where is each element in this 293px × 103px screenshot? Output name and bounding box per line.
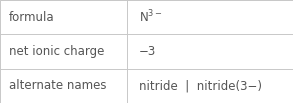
Bar xyxy=(0,69,293,103)
Text: −3: −3 xyxy=(139,45,156,58)
Text: alternate names: alternate names xyxy=(9,79,106,92)
Text: net ionic charge: net ionic charge xyxy=(9,45,104,58)
Bar xyxy=(0,34,293,69)
Text: $\mathregular{N}^{3-}$: $\mathregular{N}^{3-}$ xyxy=(139,9,163,25)
Text: formula: formula xyxy=(9,11,54,24)
Text: nitride  |  nitride(3−): nitride | nitride(3−) xyxy=(139,79,262,92)
Bar xyxy=(0,0,293,34)
